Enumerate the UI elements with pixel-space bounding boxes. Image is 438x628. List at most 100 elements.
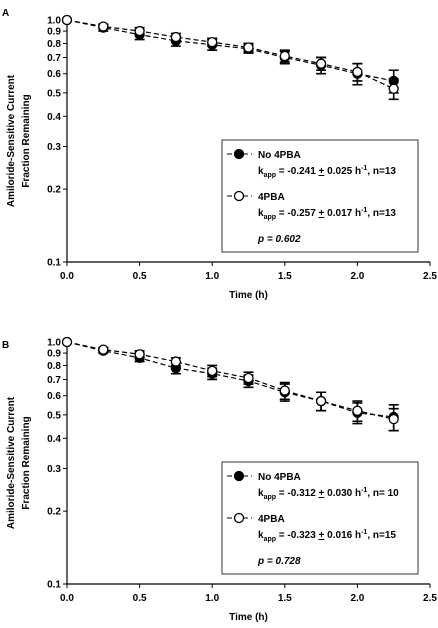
series-line: [66, 19, 394, 82]
legend-label: 4PBA: [258, 192, 285, 203]
y-axis-label: Amiloride-Sensitive Current: [6, 396, 17, 529]
legend-stat-part: -1: [361, 207, 367, 214]
data-point: [170, 356, 182, 367]
y-tick-label: 0.4: [47, 112, 61, 123]
legend-label: No 4PBA: [258, 472, 301, 483]
legend-stat-part: , n=15: [367, 530, 396, 541]
x-tick-label: 0.0: [60, 271, 74, 282]
y-axis-label: Amiloride-Sensitive Current: [6, 74, 17, 207]
data-point: [207, 365, 218, 376]
y-tick-label: 0.2: [47, 185, 61, 196]
x-tick-label: 2.5: [423, 271, 437, 282]
legend-label: 4PBA: [258, 514, 285, 525]
data-point: [61, 14, 73, 26]
p-value: p = 0.602: [257, 234, 301, 245]
legend-stat-part: -1: [361, 487, 367, 494]
y-tick-label: 0.7: [47, 375, 61, 386]
legend-marker: [233, 190, 245, 202]
x-tick-label: 2.0: [350, 593, 364, 604]
y-tick-label: 0.3: [47, 142, 61, 153]
data-point: [207, 36, 218, 48]
y-tick-label: 0.4: [47, 434, 61, 445]
y-tick-label: 0.1: [47, 580, 61, 591]
data-point: [170, 31, 182, 43]
data-point: [134, 349, 145, 360]
x-tick-label: 0.0: [60, 593, 74, 604]
x-tick-label: 1.5: [278, 271, 292, 282]
y-tick-label: 0.2: [47, 507, 61, 518]
series-line: [66, 19, 394, 90]
data-point: [279, 385, 290, 396]
x-tick-label: 2.5: [423, 593, 437, 604]
legend-stat-part: app: [264, 172, 276, 179]
legend-stat: kapp = -0.312 + 0.030 h-1, n= 10: [258, 487, 399, 501]
x-axis-label: Time (h): [229, 290, 268, 301]
legend-stat: kapp = -0.257 + 0.017 h-1, n=13: [258, 207, 396, 221]
legend-stat-part: k: [258, 166, 264, 177]
p-value: p = 0.728: [257, 556, 301, 567]
x-tick-label: 0.5: [133, 271, 147, 282]
legend-stat-part: k: [258, 208, 264, 219]
y-tick-label: 0.7: [47, 53, 61, 64]
y-axis-label: Fraction Remaining: [21, 94, 32, 187]
data-point: [315, 58, 327, 69]
legend-stat-part: app: [264, 494, 276, 501]
legend-marker: [233, 470, 245, 482]
data-point: [352, 405, 363, 416]
y-tick-label: 0.8: [47, 361, 61, 372]
x-tick-label: 1.0: [205, 271, 219, 282]
legend-stat-part: = -0.257: [276, 208, 319, 219]
data-point: [134, 25, 145, 37]
data-point: [352, 66, 363, 78]
data-point: [279, 50, 290, 62]
legend-stat-part: , n=13: [367, 166, 396, 177]
legend-stat-part: , n=13: [367, 208, 396, 219]
legend-stat-part: 0.030 h: [324, 488, 361, 499]
panel-label: A: [2, 8, 9, 19]
data-point: [388, 83, 399, 94]
series-line: [66, 341, 394, 420]
legend-stat-part: = -0.323: [276, 530, 319, 541]
legend-label: No 4PBA: [258, 150, 301, 161]
y-tick-label: 0.5: [47, 88, 61, 99]
legend-stat-part: app: [264, 536, 276, 543]
x-tick-label: 1.0: [205, 593, 219, 604]
legend-box: [221, 461, 419, 575]
y-tick-label: 0.9: [47, 349, 61, 360]
y-tick-label: 0.5: [47, 410, 61, 421]
legend-stat-part: +: [319, 208, 325, 219]
legend-stat-part: , n= 10: [367, 488, 399, 499]
y-tick-label: 0.6: [47, 391, 61, 402]
legend-stat: kapp = -0.241 + 0.025 h-1, n=13: [258, 165, 396, 179]
legend-stat-part: = -0.241: [276, 166, 319, 177]
series-line: [66, 341, 394, 418]
legend-marker: [233, 512, 245, 524]
x-tick-label: 0.5: [133, 593, 147, 604]
x-tick-label: 1.5: [278, 593, 292, 604]
legend-stat-part: +: [319, 530, 325, 541]
panel-label: B: [2, 340, 9, 351]
legend-stat-part: 0.017 h: [324, 208, 361, 219]
y-tick-label: 0.6: [47, 69, 61, 80]
legend-stat-part: -1: [361, 165, 367, 172]
data-point: [98, 344, 109, 355]
data-point: [61, 336, 73, 348]
legend-stat-part: k: [258, 488, 264, 499]
y-axis-label: Fraction Remaining: [21, 416, 32, 509]
legend-stat-part: 0.016 h: [324, 530, 361, 541]
y-tick-label: 1.0: [47, 16, 61, 27]
legend-stat-part: = -0.312: [276, 488, 319, 499]
data-point: [315, 395, 327, 407]
data-point: [98, 21, 109, 32]
legend-stat-part: +: [319, 488, 325, 499]
legend-stat-part: k: [258, 530, 264, 541]
legend-stat-part: -1: [361, 529, 367, 536]
x-tick-label: 2.0: [350, 271, 364, 282]
legend-stat-part: app: [264, 214, 276, 221]
x-axis-label: Time (h): [229, 612, 268, 623]
y-tick-label: 0.9: [47, 27, 61, 38]
data-point: [388, 413, 399, 425]
y-tick-label: 0.1: [47, 258, 61, 269]
legend-stat-part: +: [319, 166, 325, 177]
